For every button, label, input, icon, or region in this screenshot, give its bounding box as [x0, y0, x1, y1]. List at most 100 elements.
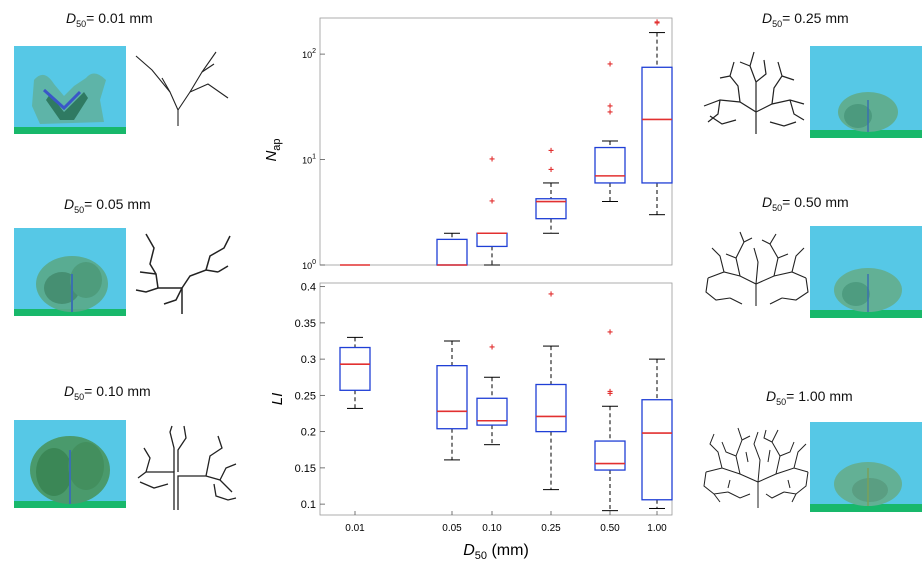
outlier-marker: + [607, 327, 613, 338]
label-d50-0-50: D50= 0.50 mm [762, 194, 849, 213]
network-sketch-0-05 [135, 233, 231, 314]
y-tick-label: 0.3 [301, 354, 316, 366]
y-tick-label: 0.35 [295, 318, 316, 330]
label-eq: = 0.25 mm [782, 10, 849, 26]
label-d50-0-05: D50= 0.05 mm [64, 196, 151, 215]
box-1.00: ++ [641, 17, 673, 216]
outlier-marker: + [607, 107, 613, 118]
label-var: D [766, 388, 777, 404]
outlier-marker: + [489, 155, 495, 166]
label-d50-0-01: D50= 0.01 mm [66, 10, 153, 29]
y-axis-label-var: N [263, 151, 280, 162]
network-sketch-1-00 [703, 427, 809, 508]
y-tick-exponent: 2 [312, 48, 316, 55]
x-tick-label: 0.50 [600, 523, 620, 534]
outlier-marker: + [489, 197, 495, 208]
chart-li: 0.1 0.15 0.2 0.25 0.3 0.35 0.4 0.01 0.05 0.10 0.2… [269, 282, 673, 560]
outlier-marker: + [607, 387, 613, 398]
label-eq: = 1.00 mm [786, 388, 853, 404]
label-d50-1-00: D50= 1.00 mm [766, 388, 853, 407]
box-0.25: + [535, 290, 567, 491]
label-sub: 50 [74, 204, 85, 215]
y-tick-base: 10 [302, 156, 312, 166]
outlier-marker: + [548, 290, 554, 301]
label-sub: 50 [776, 396, 787, 407]
box-1.00 [641, 358, 673, 509]
y-tick-label: 0.15 [295, 463, 316, 475]
simulation-image-0-05 [14, 228, 126, 316]
x-axis-label: D50 (mm) [463, 542, 529, 560]
outlier-marker: + [607, 389, 613, 400]
iqr-box [436, 365, 468, 430]
box-0.10: ++ [476, 155, 508, 266]
y-axis-label-sub: ap [271, 138, 283, 150]
y-tick-label: 0.4 [301, 282, 316, 294]
outlier-marker: + [607, 59, 613, 70]
box-0.05 [436, 340, 468, 461]
label-eq: = 0.05 mm [84, 196, 151, 212]
x-tick-label: 0.25 [541, 523, 561, 534]
x-tick-label: 1.00 [647, 523, 667, 534]
outlier-marker: + [548, 165, 554, 176]
simulation-image-0-50 [810, 226, 922, 318]
simulation-image-1-00 [810, 422, 922, 512]
network-sketch-0-25 [703, 51, 805, 134]
iqr-box [339, 346, 371, 391]
y-tick-exponent: 0 [312, 259, 316, 266]
x-tick-label: 0.10 [482, 523, 502, 534]
iqr-box [641, 399, 673, 501]
iqr-box [535, 198, 567, 220]
outlier-marker: + [654, 17, 660, 28]
x-tick-label: 0.01 [345, 523, 365, 534]
network-sketch-0-50 [705, 231, 809, 306]
box-0.25: ++ [535, 146, 567, 234]
y-ticks: 0.1 0.15 0.2 0.25 0.3 0.35 0.4 [295, 282, 325, 511]
box-0.05 [436, 232, 468, 266]
label-sub: 50 [76, 18, 87, 29]
box-0.10: + [476, 343, 508, 446]
plot-frame [319, 17, 673, 266]
x-axis-label-unit: (mm) [487, 542, 529, 559]
x-axis-label-sub: 50 [475, 550, 487, 560]
box-series: +++++++++ [340, 17, 673, 266]
label-eq: = 0.10 mm [84, 383, 151, 399]
label-var: D [762, 194, 773, 210]
iqr-box [594, 146, 626, 184]
outlier-marker: + [654, 19, 660, 30]
box-0.50: +++ [594, 59, 626, 203]
label-var: D [66, 10, 77, 26]
label-d50-0-10: D50= 0.10 mm [64, 383, 151, 402]
simulation-image-0-01 [14, 46, 126, 134]
box-0.01 [339, 336, 371, 409]
y-tick-label: 0.1 [301, 499, 316, 511]
y-axis-label: LI [269, 393, 286, 406]
y-tick-label: 0.25 [295, 390, 316, 402]
outlier-marker: + [489, 343, 495, 354]
y-tick-label: 0.2 [301, 427, 316, 439]
simulation-image-0-25 [810, 46, 922, 138]
y-tick-label: 101 [302, 154, 316, 166]
x-tick-label: 0.05 [442, 523, 462, 534]
label-d50-0-25: D50= 0.25 mm [762, 10, 849, 29]
label-sub: 50 [74, 391, 85, 402]
iqr-box [476, 397, 508, 426]
iqr-box [535, 383, 567, 433]
box-series: +++++ [339, 290, 673, 512]
box-0.50: +++ [594, 327, 626, 512]
outlier-marker: + [548, 146, 554, 157]
label-var: D [64, 383, 75, 399]
label-sub: 50 [772, 202, 783, 213]
network-sketch-0-10 [137, 425, 237, 510]
outlier-marker: + [607, 101, 613, 112]
iqr-box [594, 440, 626, 471]
label-eq: = 0.50 mm [782, 194, 849, 210]
label-eq: = 0.01 mm [86, 10, 153, 26]
y-tick-base: 10 [302, 50, 312, 60]
simulation-image-0-10 [14, 420, 126, 508]
x-axis-label-var: D [463, 542, 475, 559]
iqr-box [641, 66, 673, 184]
y-tick-label: 102 [302, 48, 316, 60]
y-tick-base: 10 [302, 261, 312, 271]
